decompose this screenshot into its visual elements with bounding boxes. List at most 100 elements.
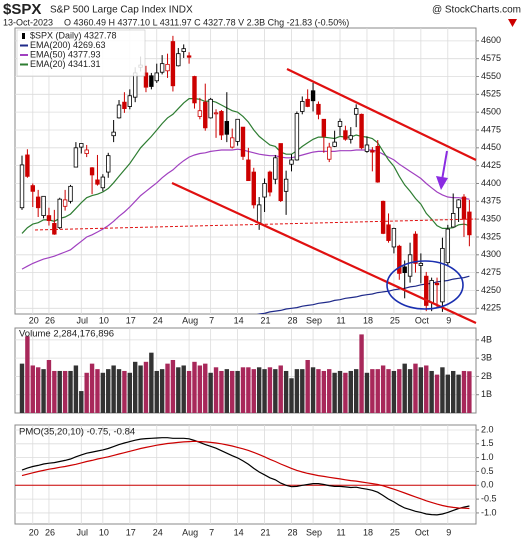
candle-body: [192, 76, 197, 104]
x-tick-label: 7: [209, 315, 214, 325]
candle-body: [467, 211, 472, 236]
y-tick-label: -1.0: [481, 507, 497, 517]
y-tick-label: 3B: [481, 353, 492, 363]
x-tick-label: Jul: [77, 527, 89, 537]
candle-body: [267, 171, 273, 193]
credit: @ StockCharts.com: [432, 5, 521, 16]
volume-bar: [79, 391, 84, 413]
line-series: [21, 437, 470, 516]
volume-bar: [219, 370, 224, 413]
volume-bar: [186, 370, 192, 413]
y-tick-label: 4325: [481, 231, 501, 241]
volume-bar: [461, 370, 467, 413]
volume-bar: [127, 372, 132, 413]
volume-bar: [176, 367, 181, 413]
volume-bar: [305, 359, 310, 413]
candle-body: [240, 126, 246, 157]
candle-body: [397, 245, 402, 274]
candle-body: [57, 198, 62, 229]
candle-body: [407, 254, 413, 277]
candle-body: [41, 195, 46, 216]
y-tick-label: 2.0: [481, 424, 494, 434]
candle-body: [310, 90, 316, 102]
volume-bar: [159, 369, 165, 413]
volume-bar: [30, 365, 35, 413]
candle-body: [197, 110, 203, 117]
candle-body: [106, 155, 111, 173]
candle-body: [149, 75, 154, 87]
x-tick-label: 18: [363, 315, 373, 325]
arrow-head: [436, 176, 448, 190]
candle-body: [30, 185, 35, 192]
volume-bar: [429, 370, 434, 413]
volume-bar: [111, 365, 116, 413]
candle-body: [95, 179, 100, 185]
volume-bar: [402, 363, 407, 413]
volume-bar: [391, 370, 397, 413]
legend-label: EMA(20) 4341.31: [30, 59, 101, 69]
candle-body: [402, 266, 407, 274]
volume-bar: [35, 367, 41, 413]
y-tick-label: 4275: [481, 267, 501, 277]
candle-body: [116, 104, 122, 119]
candle-body: [450, 213, 456, 228]
candle-body: [434, 282, 440, 286]
pmo-plot: [21, 437, 470, 516]
annotations: [34, 68, 477, 324]
volume-bar: [353, 369, 359, 413]
x-tick-label: 21: [261, 527, 271, 537]
legend-box: [16, 29, 146, 77]
y-tick-label: 1.0: [481, 452, 494, 462]
volume-bar: [359, 334, 364, 413]
volume-bar: [283, 370, 289, 413]
x-tick-label: 21: [261, 315, 271, 325]
y-tick-label: 4550: [481, 71, 501, 81]
volume-bar: [327, 369, 332, 413]
y-tick-label: 4375: [481, 196, 501, 206]
candle-body: [62, 199, 68, 207]
x-tick-label: 9: [446, 315, 451, 325]
candle-body: [327, 146, 332, 160]
candle-body: [294, 113, 300, 161]
price-plot: [19, 35, 472, 314]
candle-body: [122, 101, 127, 109]
y-tick-label: -0.5: [481, 493, 497, 503]
x-tick-label: 25: [390, 315, 400, 325]
candle-body: [305, 98, 310, 107]
volume-bar: [89, 363, 95, 413]
y-tick-label: 4500: [481, 107, 501, 117]
volume-bar: [181, 365, 186, 413]
volume-bar: [418, 367, 424, 413]
candle-body: [181, 48, 186, 52]
candle-body: [456, 199, 461, 209]
y-tick-label: 4B: [481, 334, 492, 344]
volume-bar: [143, 361, 149, 413]
candle-body: [461, 196, 467, 220]
upper-trendline: [286, 68, 477, 161]
volume-bar: [68, 370, 73, 413]
grid: 4600 4575 4550 4525 4500 4475 4450 4425 4400 4375…: [15, 28, 501, 537]
x-tick-label: 10: [99, 315, 109, 325]
arrow-shaft: [441, 150, 448, 181]
y-tick-label: 4250: [481, 285, 501, 295]
volume-bar: [294, 369, 300, 413]
candle-body: [35, 196, 41, 209]
candle-body: [332, 141, 337, 147]
volume-bar: [154, 370, 159, 413]
volume-bar: [106, 369, 111, 413]
volume-bar: [192, 361, 197, 413]
candle-body: [289, 159, 294, 165]
candle-body: [353, 108, 359, 115]
x-tick-label: 18: [363, 527, 373, 537]
x-tick-label: 20: [29, 315, 39, 325]
volume-bar: [332, 372, 337, 413]
volume-bar: [62, 370, 68, 413]
candle-body: [170, 41, 176, 87]
volume-bar: [467, 371, 472, 413]
y-tick-label: 4525: [481, 89, 501, 99]
x-tick-label: 20: [29, 527, 39, 537]
volume-bar: [424, 365, 429, 413]
description: S&P 500 Large Cap Index INDX: [50, 5, 193, 16]
legend-label: $SPX (Daily) 4327.78: [30, 30, 117, 40]
candle-body: [100, 176, 106, 189]
